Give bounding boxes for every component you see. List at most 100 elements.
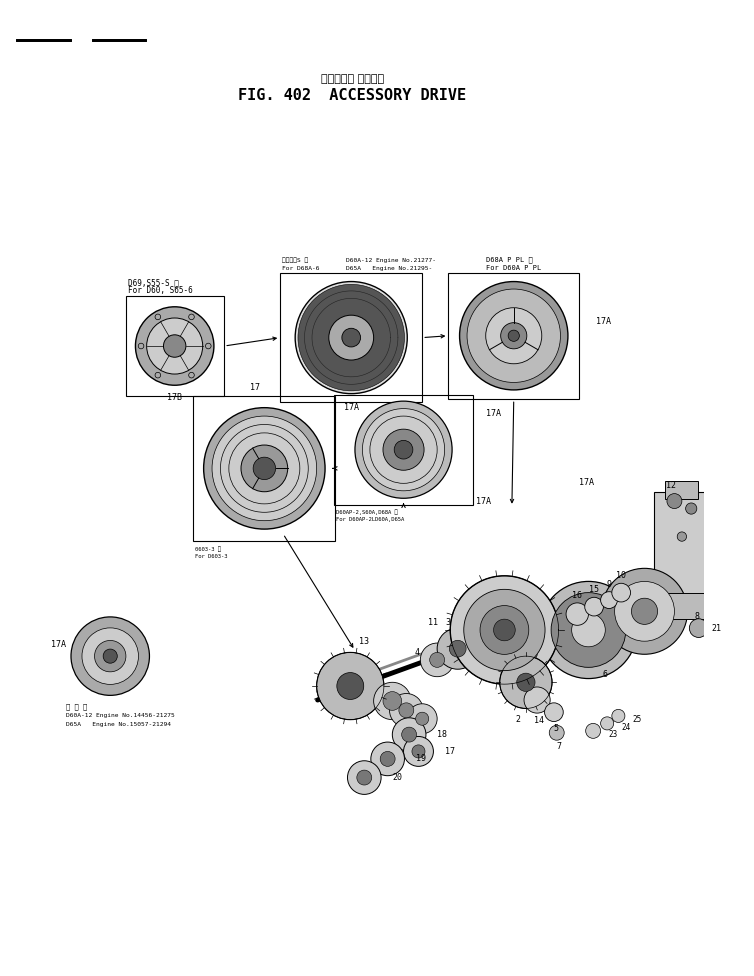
Text: 12: 12: [666, 481, 676, 490]
Circle shape: [412, 745, 425, 758]
Text: For D60AP-2LD60A,D65A: For D60AP-2LD60A,D65A: [336, 517, 405, 522]
Text: 5: 5: [553, 724, 558, 734]
Text: 6: 6: [602, 671, 608, 679]
Text: 17A: 17A: [344, 403, 359, 412]
Circle shape: [212, 416, 317, 520]
Circle shape: [394, 440, 413, 459]
Circle shape: [685, 503, 697, 514]
Circle shape: [449, 640, 466, 657]
Circle shape: [551, 592, 626, 668]
Text: D69,S55-S 用: D69,S55-S 用: [128, 278, 179, 287]
Circle shape: [82, 628, 139, 684]
Circle shape: [615, 582, 674, 641]
Circle shape: [298, 284, 404, 390]
Circle shape: [348, 760, 381, 794]
Circle shape: [220, 425, 308, 512]
Text: 4: 4: [414, 648, 419, 657]
Bar: [193, 396, 336, 542]
Circle shape: [390, 694, 423, 727]
Text: 3: 3: [446, 618, 451, 627]
Circle shape: [188, 372, 195, 378]
Text: 17A: 17A: [579, 478, 594, 487]
Circle shape: [460, 281, 568, 390]
Circle shape: [295, 281, 407, 393]
Circle shape: [549, 725, 564, 740]
Circle shape: [253, 457, 275, 479]
Text: D65A   Engine No.21295-: D65A Engine No.21295-: [345, 266, 432, 271]
Circle shape: [136, 306, 214, 386]
Bar: [280, 273, 422, 402]
Circle shape: [407, 704, 437, 734]
Circle shape: [524, 687, 550, 713]
Circle shape: [437, 629, 478, 670]
Text: 17A: 17A: [477, 497, 492, 506]
Text: For D60, S65-6: For D60, S65-6: [128, 286, 193, 296]
Circle shape: [355, 401, 452, 499]
Text: 19: 19: [415, 754, 426, 763]
Bar: [126, 296, 224, 396]
Circle shape: [450, 576, 559, 684]
Circle shape: [586, 723, 601, 738]
Circle shape: [188, 314, 195, 320]
Circle shape: [380, 752, 395, 766]
Circle shape: [363, 409, 445, 491]
Circle shape: [374, 682, 411, 719]
Text: D60A-12 Engine No.14456-21275: D60A-12 Engine No.14456-21275: [66, 713, 175, 718]
Circle shape: [402, 727, 417, 742]
Circle shape: [155, 314, 161, 320]
Text: 17A: 17A: [596, 317, 611, 326]
Text: 14: 14: [534, 716, 544, 725]
Text: D60AP-2,S60A,D68A 用: D60AP-2,S60A,D68A 用: [336, 509, 398, 515]
Text: For D603-3: For D603-3: [195, 553, 228, 558]
Circle shape: [204, 408, 325, 529]
Circle shape: [602, 568, 688, 654]
Circle shape: [399, 703, 414, 717]
Circle shape: [392, 717, 426, 752]
Circle shape: [383, 429, 424, 470]
Circle shape: [71, 617, 149, 695]
Text: 24: 24: [621, 722, 630, 732]
Circle shape: [383, 692, 402, 711]
Bar: [665, 480, 697, 499]
Circle shape: [467, 289, 560, 383]
Text: 17: 17: [250, 383, 260, 391]
Circle shape: [206, 344, 211, 348]
Text: D65A   Engine No.15057-21294: D65A Engine No.15057-21294: [66, 722, 171, 727]
Circle shape: [329, 315, 374, 360]
Text: 18: 18: [437, 730, 447, 739]
Circle shape: [540, 582, 637, 678]
Text: For D60A P PL: For D60A P PL: [486, 265, 541, 271]
Text: For D68A-6: For D68A-6: [282, 266, 320, 271]
Text: 16: 16: [572, 590, 582, 600]
Circle shape: [494, 619, 515, 641]
Circle shape: [480, 605, 529, 654]
Text: D60A-12 Engine No.21277-: D60A-12 Engine No.21277-: [345, 258, 436, 263]
Circle shape: [601, 591, 618, 608]
Circle shape: [508, 330, 520, 342]
Text: 17: 17: [445, 747, 455, 756]
Circle shape: [337, 672, 363, 700]
Circle shape: [357, 770, 372, 785]
Text: 25: 25: [633, 715, 642, 724]
Circle shape: [689, 619, 708, 637]
Circle shape: [566, 603, 588, 626]
Circle shape: [370, 416, 437, 483]
Text: 15: 15: [589, 586, 599, 594]
Circle shape: [585, 597, 603, 616]
Text: 2: 2: [516, 715, 521, 724]
Text: 20: 20: [392, 773, 403, 782]
Text: 9: 9: [606, 580, 611, 589]
Text: 0603-3 用: 0603-3 用: [195, 546, 221, 551]
Text: 普 及 品: 普 及 品: [66, 704, 87, 710]
Circle shape: [155, 372, 161, 378]
Circle shape: [415, 712, 429, 725]
Circle shape: [94, 640, 126, 671]
Circle shape: [164, 335, 186, 357]
Circle shape: [464, 590, 545, 671]
Circle shape: [229, 433, 300, 504]
Bar: [658, 592, 705, 619]
Circle shape: [342, 328, 360, 346]
Text: 21: 21: [712, 624, 722, 632]
Text: 11: 11: [428, 618, 438, 627]
Circle shape: [430, 652, 445, 668]
